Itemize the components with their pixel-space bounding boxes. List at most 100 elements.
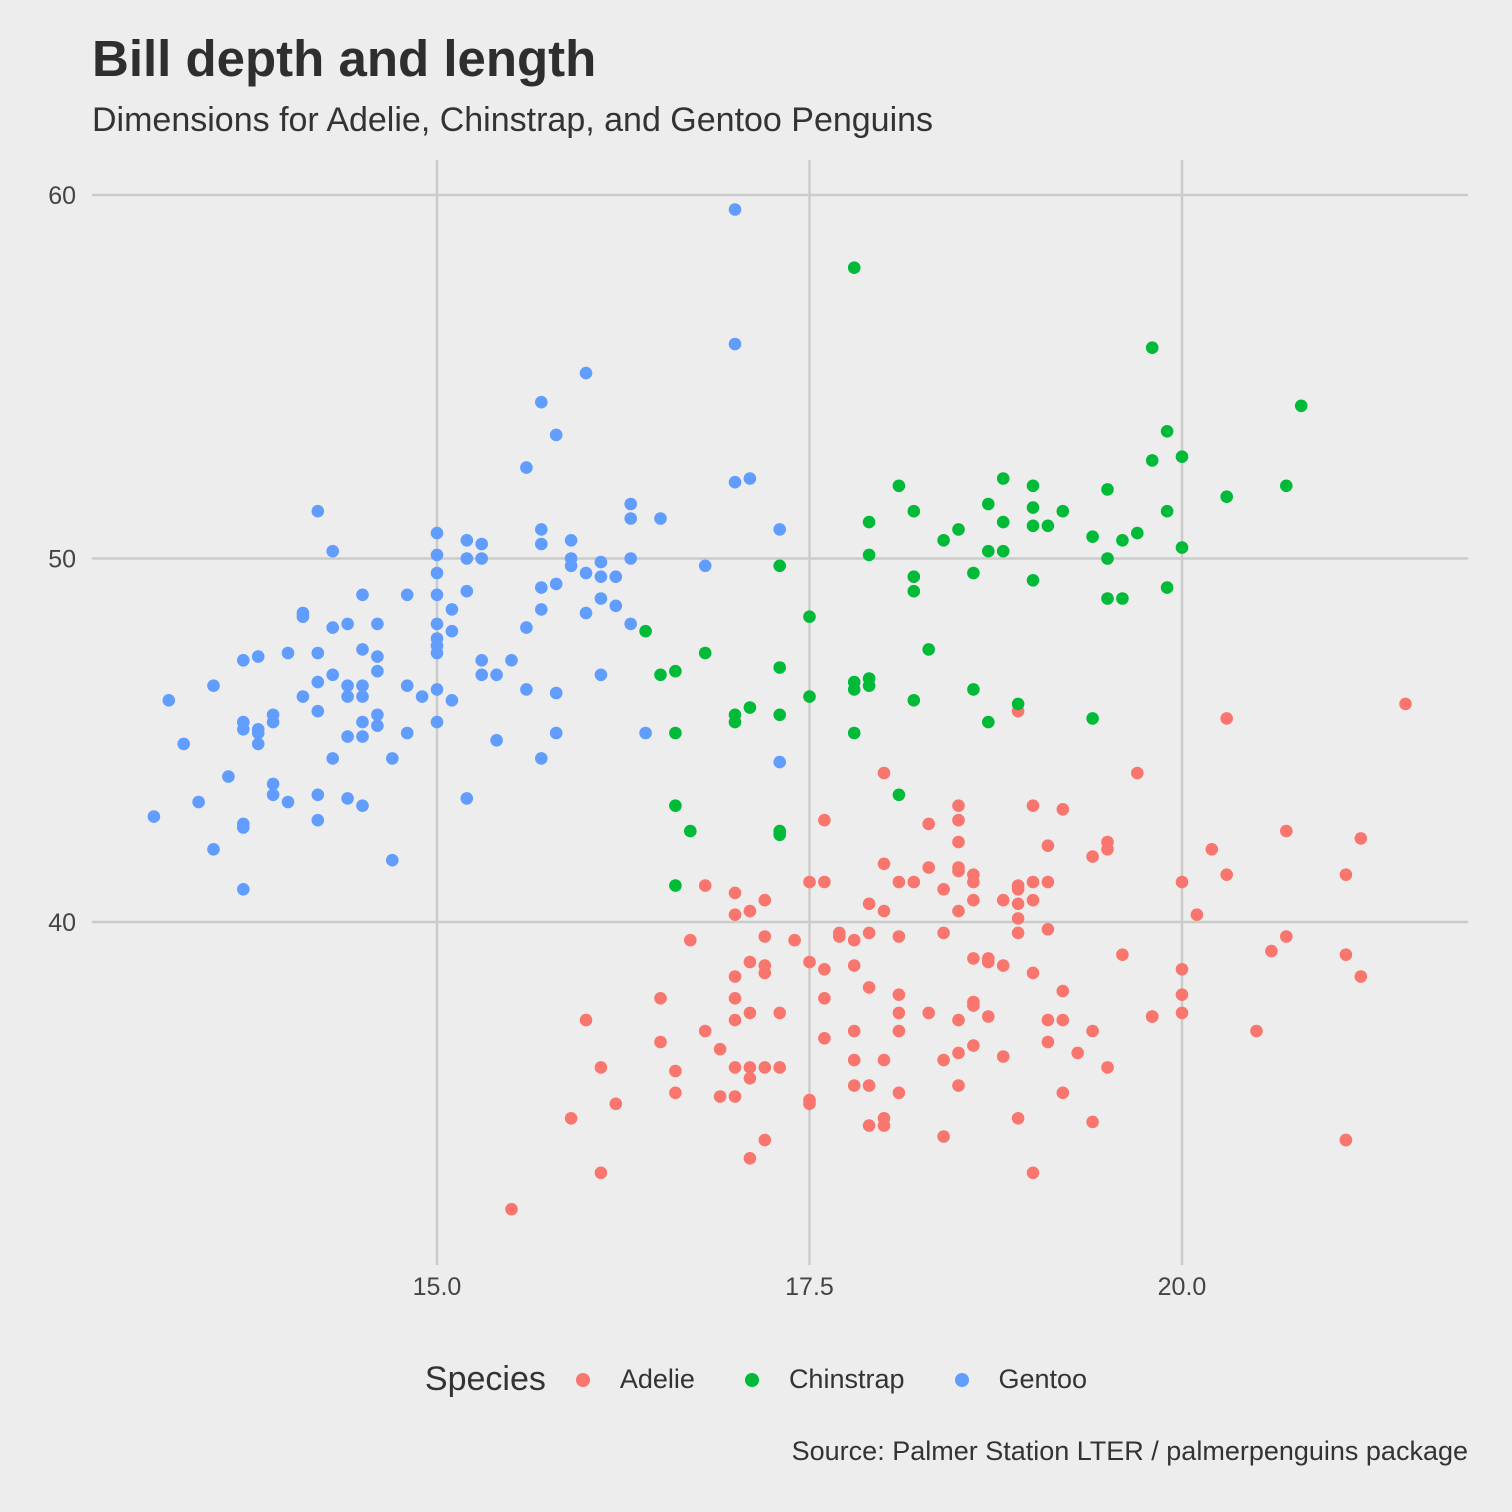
point-adelie [1175, 1006, 1189, 1020]
point-adelie [1101, 1061, 1114, 1074]
point-chinstrap [698, 646, 712, 660]
point-chinstrap [847, 726, 861, 740]
point-adelie [728, 1061, 742, 1074]
point-adelie [1086, 1115, 1099, 1129]
point-adelie [1056, 1013, 1070, 1027]
point-gentoo [237, 817, 250, 831]
point-adelie [862, 897, 876, 911]
point-adelie [803, 1093, 816, 1107]
point-chinstrap [996, 544, 1010, 558]
point-adelie [803, 875, 816, 889]
point-adelie [1399, 697, 1412, 711]
point-adelie [728, 886, 742, 900]
point-gentoo [281, 646, 295, 660]
point-gentoo [356, 715, 369, 729]
point-chinstrap [907, 584, 921, 598]
point-adelie [1205, 843, 1219, 856]
point-adelie [743, 1006, 757, 1020]
point-adelie [862, 926, 876, 940]
point-adelie [1354, 970, 1368, 983]
point-adelie [1056, 984, 1070, 998]
point-adelie [1354, 832, 1368, 845]
point-gentoo [430, 715, 444, 729]
point-gentoo [341, 679, 354, 692]
point-adelie [952, 813, 965, 827]
point-gentoo [609, 599, 623, 613]
point-gentoo [445, 694, 459, 707]
point-chinstrap [1294, 399, 1308, 413]
point-gentoo [311, 704, 325, 718]
point-adelie [684, 933, 697, 947]
point-chinstrap [1086, 712, 1099, 725]
point-gentoo [624, 497, 637, 511]
point-adelie [1026, 1166, 1040, 1180]
point-gentoo [430, 566, 444, 580]
point-gentoo [311, 646, 325, 660]
point-adelie [937, 926, 950, 940]
point-adelie [1011, 879, 1025, 892]
point-gentoo [311, 504, 325, 518]
point-adelie [728, 1090, 742, 1103]
legend-title: Species [424, 1360, 546, 1398]
point-gentoo [371, 650, 384, 663]
point-adelie [1131, 766, 1144, 780]
point-adelie [818, 992, 831, 1005]
point-chinstrap [862, 548, 876, 562]
point-gentoo [654, 512, 667, 525]
point-gentoo [192, 795, 205, 809]
point-chinstrap [1101, 552, 1114, 565]
point-adelie [1220, 868, 1233, 881]
point-chinstrap [1160, 425, 1174, 438]
point-adelie [1220, 712, 1233, 725]
legend-item-gentoo: Gentoo [954, 1364, 1087, 1395]
point-adelie [833, 930, 846, 943]
point-gentoo [460, 552, 474, 565]
point-gentoo [520, 621, 533, 634]
point-gentoo [549, 577, 563, 591]
point-adelie [743, 955, 757, 969]
point-chinstrap [952, 523, 965, 536]
point-adelie [818, 963, 831, 976]
point-adelie [1011, 912, 1025, 925]
point-adelie [773, 1061, 786, 1074]
point-adelie [713, 1090, 727, 1103]
point-gentoo [564, 534, 578, 547]
point-gentoo [475, 668, 489, 682]
legend-key-gentoo [954, 1372, 969, 1387]
point-chinstrap [937, 534, 950, 547]
point-chinstrap [1220, 490, 1233, 504]
point-gentoo [535, 537, 548, 551]
point-adelie [862, 981, 876, 994]
point-chinstrap [684, 824, 697, 838]
point-adelie [1086, 850, 1099, 863]
point-adelie [654, 1035, 667, 1049]
point-gentoo [430, 632, 444, 645]
point-gentoo [445, 603, 459, 616]
point-adelie [892, 875, 906, 889]
point-chinstrap [922, 643, 935, 656]
point-chinstrap [1026, 519, 1040, 533]
point-chinstrap [1145, 454, 1159, 467]
point-gentoo [311, 813, 325, 827]
point-gentoo [549, 686, 563, 700]
point-adelie [743, 1072, 757, 1085]
point-gentoo [430, 588, 444, 602]
point-adelie [937, 1130, 950, 1143]
point-adelie [996, 959, 1010, 972]
point-gentoo [415, 690, 429, 703]
point-gentoo [594, 592, 608, 605]
point-gentoo [624, 552, 637, 565]
data-points [147, 203, 1412, 1216]
point-gentoo [251, 650, 265, 663]
point-chinstrap [1041, 519, 1055, 533]
point-adelie [728, 1013, 742, 1027]
point-gentoo [430, 617, 444, 631]
point-chinstrap [669, 799, 682, 812]
point-adelie [1339, 1133, 1353, 1147]
chart-subtitle: Dimensions for Adelie, Chinstrap, and Ge… [92, 101, 934, 139]
point-gentoo [430, 548, 444, 562]
point-chinstrap [862, 679, 876, 692]
point-chinstrap [1280, 479, 1293, 493]
point-gentoo [207, 843, 220, 856]
point-gentoo [341, 792, 354, 805]
